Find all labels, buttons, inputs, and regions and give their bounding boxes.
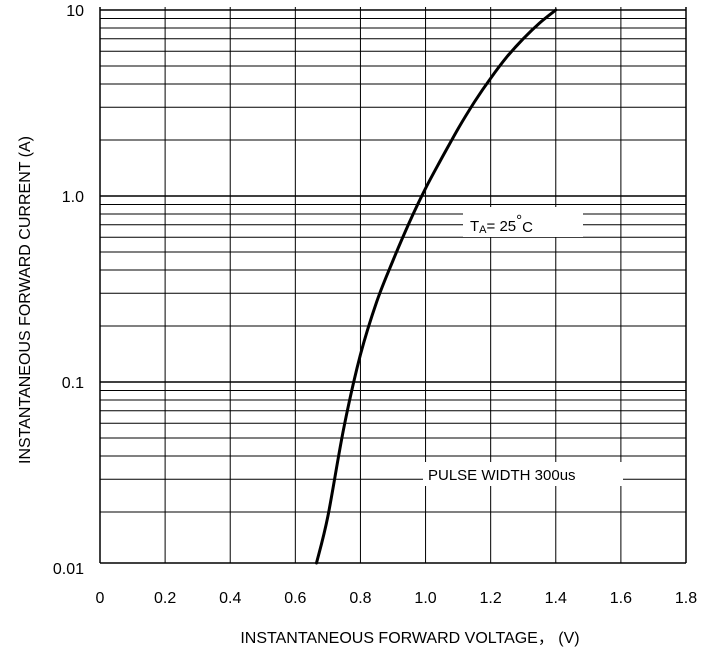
y-tick-label: 1.0 [62, 189, 84, 206]
x-tick-label: 1.8 [675, 590, 697, 607]
ta-unit: C [522, 219, 533, 236]
ta-annotation: TA= 25°C [470, 212, 533, 236]
x-tick-label: 0.2 [154, 590, 176, 607]
y-tick-label: 10 [66, 3, 84, 20]
x-tick-label: 0 [96, 590, 105, 607]
ta-value: = 25 [487, 218, 517, 235]
x-tick-label: 0.6 [284, 590, 306, 607]
y-tick-label: 0.1 [62, 375, 84, 392]
x-tick-label: 1.4 [545, 590, 567, 607]
ta-main: T [470, 218, 479, 235]
plot-frame [99, 7, 687, 564]
x-axis-title: INSTANTANEOUS FORWARD VOLTAGE， (V) [240, 630, 579, 647]
x-tick-labels: 0 0.2 0.4 0.6 0.8 1.0 1.2 1.4 1.6 1.8 [96, 590, 698, 607]
pulse-annotation: PULSE WIDTH 300us [428, 467, 576, 484]
x-tick-label: 1.2 [480, 590, 502, 607]
grid-lines [100, 7, 686, 563]
series-group [315, 8, 558, 565]
x-tick-label: 0.4 [219, 590, 241, 607]
y-axis-title: INSTANTANEOUS FORWARD CURRENT (A) [17, 136, 34, 464]
x-tick-label: 1.6 [610, 590, 632, 607]
y-tick-labels: 0.01 0.1 1.0 10 [53, 3, 84, 578]
y-tick-label: 0.01 [53, 561, 84, 578]
ta-subscript: A [479, 224, 487, 236]
ta-degree: ° [516, 212, 522, 229]
pulse-annotation-bg [423, 462, 623, 486]
forward-current-curve [315, 8, 558, 565]
x-tick-label: 1.0 [414, 590, 436, 607]
ta-annotation-bg [463, 207, 583, 237]
x-tick-label: 0.8 [349, 590, 371, 607]
